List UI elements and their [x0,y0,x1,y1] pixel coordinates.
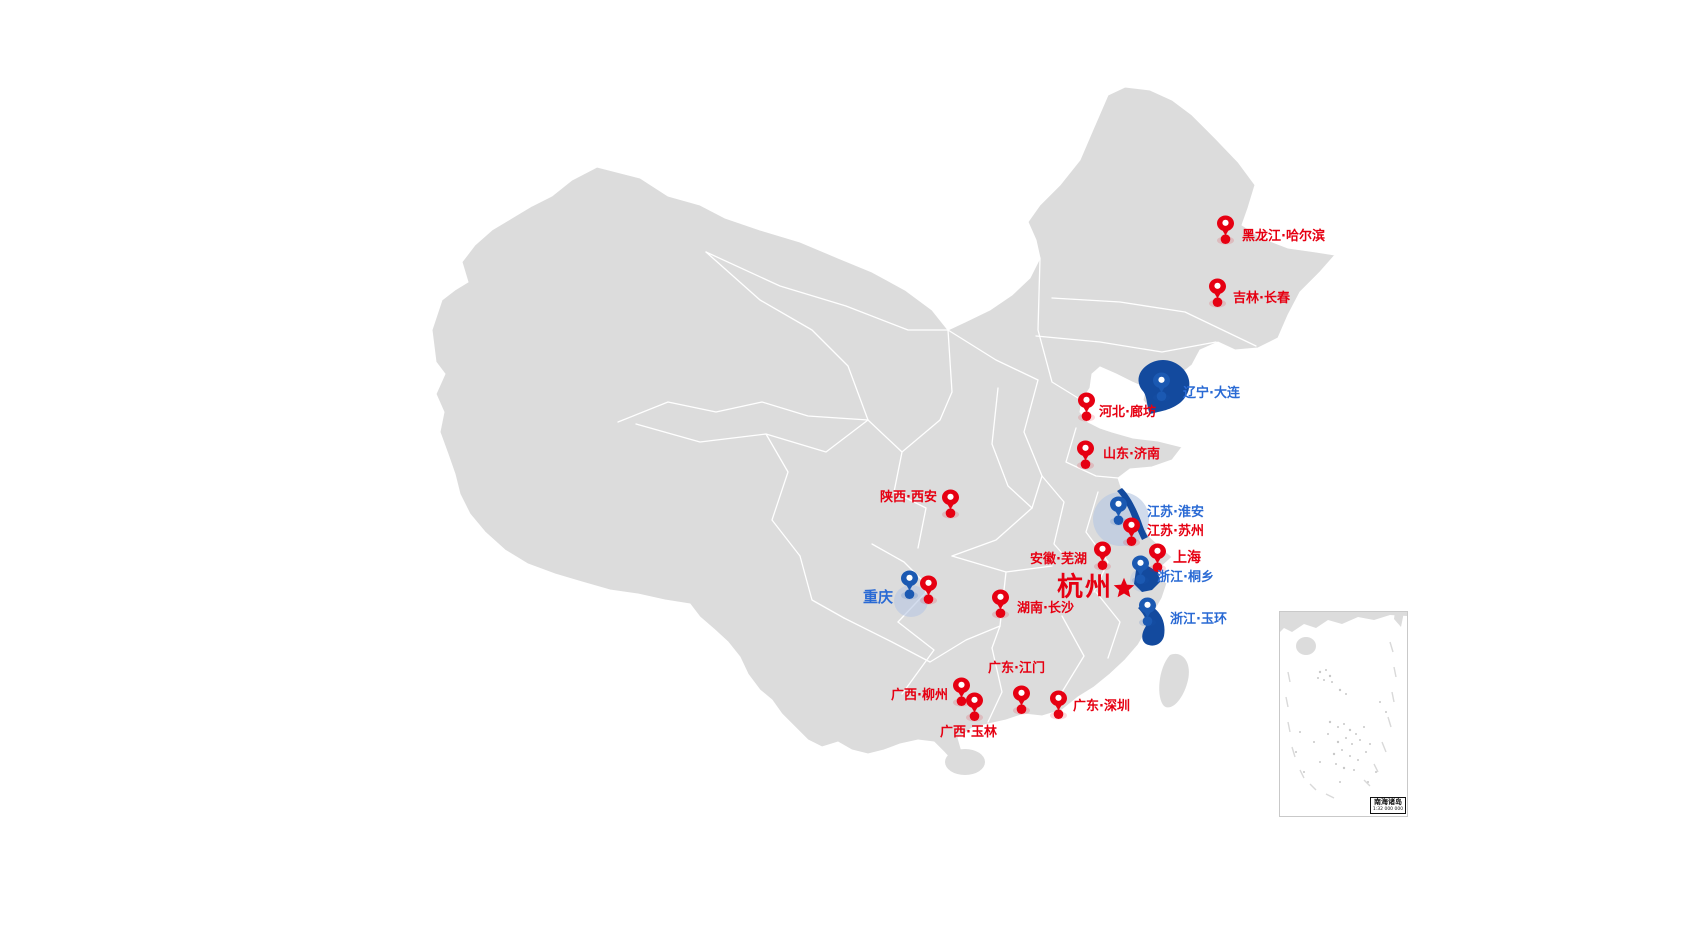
city-label-jiangsu-huaian: 江苏·淮安 [1147,505,1204,520]
south-china-sea-inset: 南海诸岛 1:32 000 000 [1279,611,1408,817]
city-label-shaanxi-xian: 陕西·西安 [880,490,937,505]
china-outline [431,86,1336,765]
city-label-anhui-wuhu: 安徽·芜湖 [1030,552,1087,567]
city-label-hunan-changsha: 湖南·长沙 [1017,601,1074,616]
inset-scale: 1:32 000 000 [1372,806,1404,812]
headquarters-label: 杭州 [1056,572,1113,603]
inset-boundary-dashes [1285,641,1397,799]
city-label-guangxi-liuzhou: 广西·柳州 [891,688,948,703]
headquarters-star-icon [1113,577,1135,598]
city-label-zhejiang-yuhuan: 浙江·玉环 [1170,612,1227,627]
huaian-halo [1093,492,1149,546]
inset-island-dots [1295,669,1387,783]
inset-title: 南海诸岛 [1374,798,1402,806]
hainan-island [945,749,985,775]
city-label-heilongjiang-haerbin: 黑龙江·哈尔滨 [1242,229,1325,244]
city-label-zhejiang-tongxiang: 浙江·桐乡 [1157,570,1214,585]
city-label-jilin-changchun: 吉林·长春 [1233,291,1290,306]
city-label-hebei-langfang: 河北·廊坊 [1099,405,1156,420]
city-label-jiangsu-suzhou: 江苏·苏州 [1147,524,1204,539]
city-label-shanghai: 上海 [1173,550,1201,566]
taiwan-island [1159,653,1189,708]
city-label-chongqing: 重庆 [862,588,893,606]
inset-hainan-island [1296,637,1316,655]
inset-label-box: 南海诸岛 1:32 000 000 [1370,797,1406,814]
inset-coastline [1280,612,1407,632]
south-china-sea-islands [1280,612,1407,799]
city-label-guangdong-jiangmen: 广东·江门 [988,661,1045,676]
city-label-guangxi-yulin: 广西·玉林 [940,725,997,740]
city-label-liaoning-dalian: 辽宁·大连 [1183,386,1240,401]
inset-taiwan-island [1394,612,1404,627]
chongqing-halo [894,585,928,617]
city-label-guangdong-shenzhen: 广东·深圳 [1073,699,1130,714]
city-label-shandong-jinan: 山东·济南 [1103,447,1160,462]
